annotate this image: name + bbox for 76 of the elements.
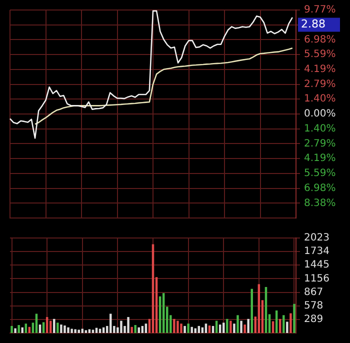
bar (230, 320, 232, 333)
bar (218, 324, 222, 333)
bar (187, 324, 190, 333)
bar (240, 320, 242, 333)
bar (10, 326, 13, 333)
bar (258, 284, 260, 333)
bar (162, 293, 165, 333)
bar (35, 314, 38, 333)
y-tick-label: 2023 (304, 232, 330, 244)
y-tick-label: 5.59% (304, 168, 336, 180)
y-tick-label: 6.98% (304, 182, 336, 194)
bar (180, 324, 182, 333)
y-tick-label: 1445 (304, 260, 330, 271)
y-tick-label: 289 (304, 314, 324, 326)
bar (275, 310, 278, 333)
bar (127, 317, 130, 333)
bar (236, 315, 239, 333)
bar (282, 315, 285, 333)
bar (42, 322, 45, 333)
text: 2.88 (301, 18, 326, 31)
y-tick-label: 1.40% (304, 94, 336, 105)
bar (18, 325, 20, 333)
bar (226, 318, 228, 333)
bar (176, 320, 179, 333)
bar (67, 327, 70, 333)
bar (190, 326, 193, 333)
bar (152, 244, 154, 333)
y-tick-label: 2.79% (304, 138, 336, 150)
bar (244, 324, 246, 333)
bar (53, 318, 56, 333)
bar (264, 286, 268, 333)
y-tick-label: 867 (304, 286, 324, 298)
bar (64, 325, 66, 333)
y-tick-label: 578 (304, 300, 324, 312)
y-tick-label: 1734 (304, 246, 330, 258)
bar (24, 324, 27, 333)
bar (173, 318, 176, 333)
bar (38, 324, 42, 333)
y-tick-label: 4.19% (304, 64, 336, 75)
bar (84, 330, 88, 333)
bar (279, 318, 282, 333)
bar (208, 325, 211, 333)
bar (88, 329, 91, 333)
bar (130, 326, 133, 333)
bar (184, 326, 186, 333)
y-tick-label: 2.79% (304, 78, 336, 90)
bar (56, 322, 59, 333)
y-tick-label: 6.98% (304, 34, 336, 46)
bar (92, 330, 94, 333)
bar (293, 304, 296, 333)
y-tick-label: 8.38% (304, 198, 336, 209)
bar (222, 322, 225, 333)
bar (110, 314, 112, 333)
bar (120, 320, 122, 333)
bar (144, 324, 148, 333)
bar (250, 288, 253, 333)
bar (60, 324, 62, 333)
y-tick-label: 4.19% (304, 153, 336, 164)
bar (247, 318, 250, 333)
bar (204, 324, 208, 333)
y-tick-label: 0.00% (304, 108, 336, 120)
bar (158, 296, 162, 333)
bar (14, 328, 16, 333)
y-tick-label: 1156 (304, 273, 330, 284)
bar (286, 322, 288, 333)
y-tick-label: 5.59% (304, 49, 336, 60)
y-tick-label: 9.77% (304, 4, 336, 16)
bar (233, 324, 236, 333)
y-tick-label: 1.40% (304, 123, 336, 134)
bar (21, 327, 24, 333)
bar (134, 325, 136, 333)
bar (46, 317, 48, 333)
bar (290, 313, 292, 333)
bar (78, 330, 80, 333)
bar (70, 328, 73, 333)
bar (74, 329, 76, 333)
